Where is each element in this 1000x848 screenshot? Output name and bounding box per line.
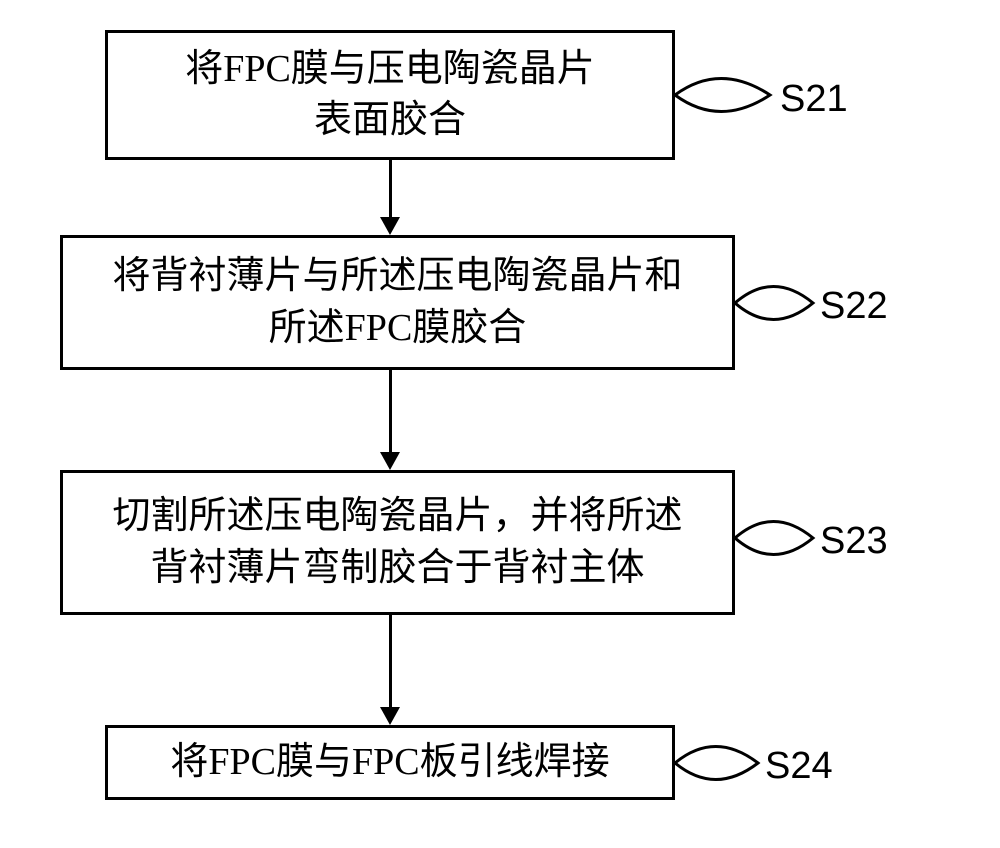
step-line1-s22: 将背衬薄片与所述压电陶瓷晶片和 [112,255,682,297]
step-box-s23: 切割所述压电陶瓷晶片，并将所述 背衬薄片弯制胶合于背衬主体 [60,470,735,615]
connector-s23 [735,513,820,563]
step-text-s22: 将背衬薄片与所述压电陶瓷晶片和 所述FPC膜胶合 [112,251,682,354]
step-text-s24: 将FPC膜与FPC板引线焊接 [170,737,609,788]
connector-s24 [675,738,765,788]
step-text-s23: 切割所述压电陶瓷晶片，并将所述 背衬薄片弯制胶合于背衬主体 [112,491,682,594]
step-box-s22: 将背衬薄片与所述压电陶瓷晶片和 所述FPC膜胶合 [60,235,735,370]
step-box-s21: 将FPC膜与压电陶瓷晶片 表面胶合 [105,30,675,160]
arrow-line-1 [389,160,392,217]
arrow-head-2 [380,452,400,470]
step-line2-s22: 所述FPC膜胶合 [269,307,527,349]
step-line1-s23: 切割所述压电陶瓷晶片，并将所述 [112,495,682,537]
connector-s21 [675,70,780,120]
step-label-s21: S21 [780,78,848,121]
arrow-head-1 [380,217,400,235]
arrow-head-3 [380,707,400,725]
step-text-s21: 将FPC膜与压电陶瓷晶片 表面胶合 [185,44,595,147]
arrow-line-2 [389,370,392,452]
connector-s22 [735,278,820,328]
step-box-s24: 将FPC膜与FPC板引线焊接 [105,725,675,800]
step-line1-s21: 将FPC膜与压电陶瓷晶片 [185,48,595,90]
step-label-s24: S24 [765,745,833,788]
step-label-s23: S23 [820,520,888,563]
step-line2-s21: 表面胶合 [314,99,466,141]
step-line2-s23: 背衬薄片弯制胶合于背衬主体 [150,547,644,589]
step-label-s22: S22 [820,285,888,328]
step-line1-s24: 将FPC膜与FPC板引线焊接 [170,741,609,783]
flowchart-container: 将FPC膜与压电陶瓷晶片 表面胶合 S21 将背衬薄片与所述压电陶瓷晶片和 所述… [0,0,1000,848]
arrow-line-3 [389,615,392,707]
